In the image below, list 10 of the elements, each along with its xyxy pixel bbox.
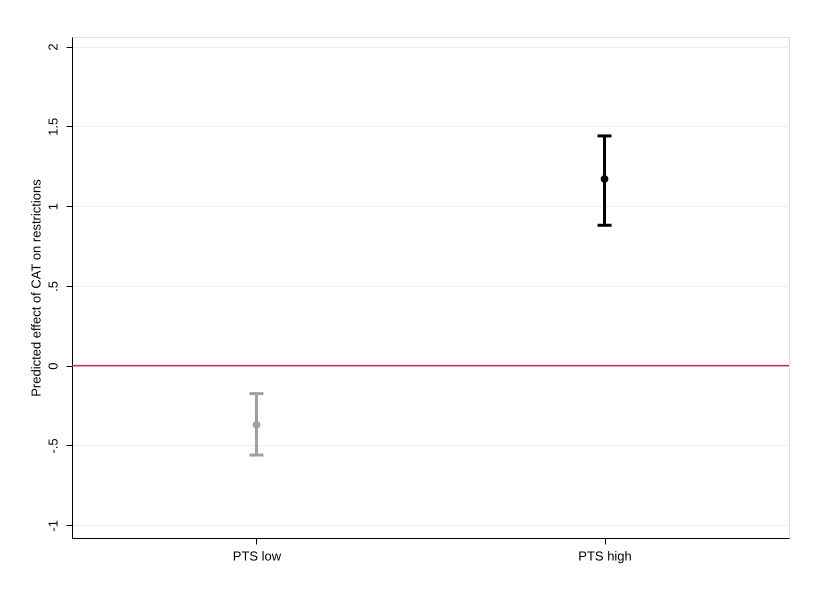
x-tick-label: PTS low [232,548,282,564]
y-tick-label: -1 [46,520,60,532]
x-tick-label: PTS high [578,548,632,564]
y-tick-label: 0 [46,362,60,370]
y-axis-title: Predicted effect of CAT on restrictions [28,178,44,397]
y-tick-label: -.5 [46,438,60,454]
y-tick-label: .5 [46,280,60,292]
y-tick-label: 1.5 [46,118,60,136]
y-tick-label: 2 [46,43,60,51]
y-tick-label: 1 [46,203,60,210]
